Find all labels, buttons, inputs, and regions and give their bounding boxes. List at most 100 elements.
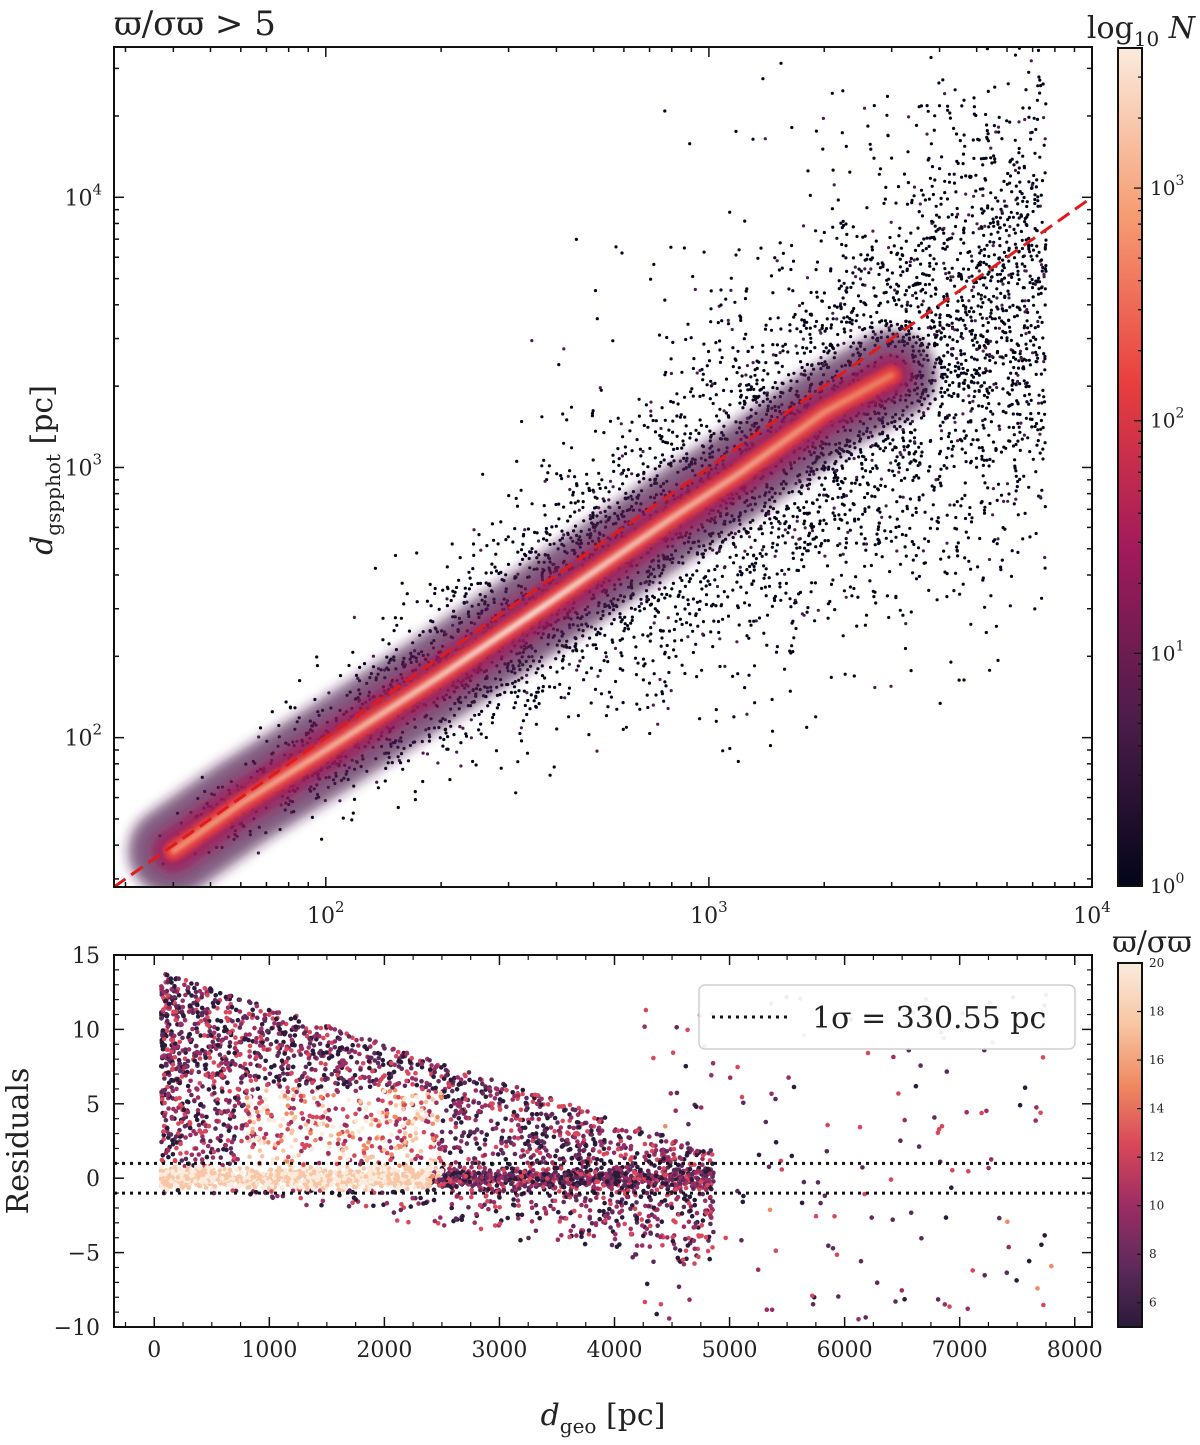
top-scatter-point: [981, 349, 985, 353]
top-scatter-point: [553, 685, 557, 690]
top-scatter-point: [284, 700, 288, 704]
top-scatter-point: [1034, 470, 1038, 474]
top-scatter-point: [950, 394, 954, 399]
top-scatter-point: [498, 693, 502, 697]
top-scatter-point: [863, 495, 867, 500]
top-scatter-point: [751, 361, 755, 365]
top-scatter-point: [969, 520, 974, 524]
top-scatter-point: [1002, 179, 1006, 183]
top-scatter-point: [996, 537, 1000, 541]
top-scatter-point: [953, 369, 957, 373]
top-scatter-point: [914, 291, 918, 295]
top-scatter-point: [540, 415, 544, 419]
top-scatter-point: [641, 678, 646, 682]
top-scatter-point: [919, 104, 924, 108]
top-scatter-point: [977, 446, 981, 450]
top-scatter-point: [714, 708, 718, 712]
top-scatter-point: [1044, 269, 1048, 273]
top-scatter-point: [955, 500, 959, 504]
top-scatter-point: [490, 721, 494, 725]
top-scatter-point: [983, 605, 987, 609]
top-scatter-point: [959, 353, 963, 357]
top-scatter-point: [641, 633, 645, 637]
top-scatter-point: [826, 539, 830, 543]
top-scatter-point: [961, 318, 965, 322]
top-scatter-point: [919, 454, 923, 458]
top-scatter-point: [960, 497, 964, 501]
top-scatter-point: [896, 185, 901, 189]
top-scatter-point: [499, 766, 503, 770]
top-scatter-point: [691, 573, 695, 577]
top-scatter-point: [799, 492, 803, 496]
top-scatter-point: [959, 349, 963, 353]
top-scatter-point: [963, 436, 967, 440]
top-scatter-point: [496, 542, 500, 546]
top-scatter-point: [567, 686, 572, 690]
top-scatter-point: [769, 328, 774, 332]
top-scatter-point: [776, 510, 780, 514]
top-scatter-point: [975, 358, 979, 362]
top-scatter-point: [753, 701, 757, 705]
top-scatter-point: [512, 706, 516, 710]
top-scatter-point: [823, 539, 827, 543]
top-scatter-point: [338, 674, 343, 678]
top-scatter-point: [945, 456, 949, 460]
top-scatter-point: [897, 234, 901, 238]
top-scatter-point: [469, 583, 474, 587]
top-scatter-point: [791, 535, 795, 539]
top-scatter-point: [444, 731, 448, 735]
top-scatter-point: [955, 545, 959, 549]
top-scatter-point: [788, 329, 792, 333]
top-scatter-point: [895, 252, 899, 257]
top-scatter-point: [970, 288, 974, 292]
top-scatter-point: [988, 668, 992, 672]
top-scatter-point: [870, 248, 875, 252]
top-scatter-point: [653, 430, 658, 434]
top-scatter-point: [990, 317, 995, 321]
top-scatter-point: [770, 545, 774, 549]
top-scatter-point: [922, 414, 926, 418]
top-scatter-point: [1024, 269, 1028, 273]
top-scatter-point: [908, 526, 912, 531]
top-scatter-point: [1007, 259, 1011, 263]
top-scatter-point: [829, 342, 833, 346]
top-scatter-point: [499, 520, 503, 524]
top-scatter-point: [405, 592, 409, 596]
top-scatter-point: [626, 624, 630, 628]
top-scatter-point: [755, 382, 759, 386]
top-scatter-point: [1016, 171, 1021, 175]
top-scatter-point: [758, 552, 762, 556]
top-scatter-point: [490, 562, 494, 566]
top-scatter-point: [1036, 84, 1040, 88]
top-scatter-point: [667, 629, 672, 633]
top-scatter-point: [959, 331, 964, 336]
top-scatter-point: [744, 591, 749, 595]
top-scatter-point: [699, 423, 704, 427]
top-scatter-point: [1004, 331, 1008, 335]
top-scatter-point: [659, 644, 663, 648]
top-scatter-point: [524, 554, 528, 558]
top-scatter-point: [981, 301, 985, 305]
top-scatter-point: [844, 595, 848, 599]
top-scatter-point: [722, 388, 726, 393]
top-scatter-point: [985, 353, 989, 357]
top-scatter-point: [1035, 178, 1039, 182]
top-scatter-point: [750, 562, 754, 566]
top-scatter-point: [950, 353, 954, 357]
top-scatter-point: [970, 259, 974, 263]
top-scatter-point: [831, 225, 835, 229]
top-scatter-point: [892, 16, 895, 19]
top-scatter-point: [774, 361, 778, 365]
top-scatter-point: [599, 627, 603, 631]
top-scatter-point: [657, 333, 662, 337]
top-scatter-point: [833, 473, 838, 477]
top-scatter-point: [897, 326, 902, 331]
top-scatter-point: [841, 219, 845, 223]
top-scatter-point: [1032, 173, 1036, 178]
top-scatter-point: [945, 343, 949, 347]
top-scatter-point: [917, 327, 921, 331]
top-scatter-point: [669, 357, 673, 361]
top-scatter-point: [489, 571, 493, 575]
top-scatter-point: [768, 317, 772, 321]
top-scatter-point: [902, 448, 907, 452]
